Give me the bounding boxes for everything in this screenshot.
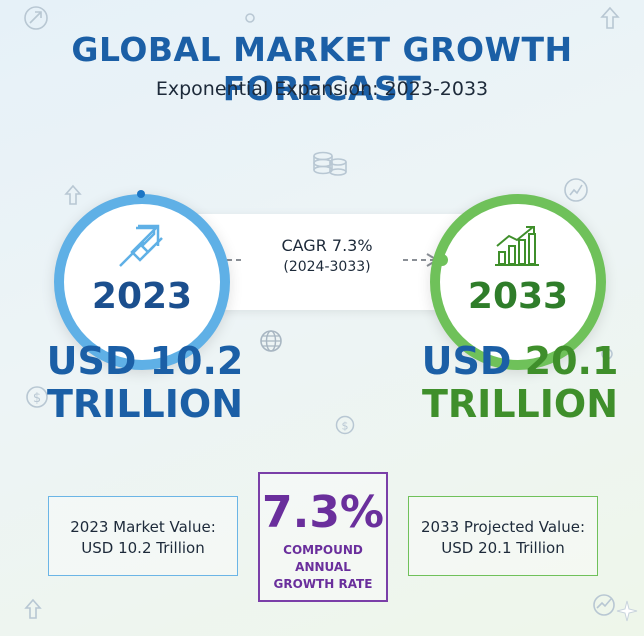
dollar-icon: $ [335, 415, 355, 435]
value-2023-amount: USD 10.2 [46, 339, 244, 383]
year-2033: 2033 [467, 276, 569, 317]
globe-growth-icon [593, 594, 615, 616]
timeline-dot [137, 190, 145, 198]
up-arrow-deco-icon-3 [24, 598, 42, 619]
card-2033-value: USD 20.1 Trillion [441, 539, 565, 557]
value-2033-unit: TRILLION [422, 381, 618, 426]
card-cagr-line2: GROWTH RATE [273, 577, 373, 591]
growth-circle-icon [24, 6, 48, 30]
svg-text:$: $ [342, 420, 349, 433]
arrow-up-icon [119, 224, 163, 267]
value-2033: USD 20.1 TRILLION [402, 340, 638, 425]
year-2023-circle: 2023 [54, 194, 230, 370]
cagr-period: (2024-3033) [283, 259, 371, 275]
timeline-dot-green [436, 254, 448, 266]
year-2023: 2023 [91, 276, 193, 317]
globe-icon [260, 330, 282, 352]
up-arrow-deco-icon [600, 6, 620, 29]
value-2023: USD 10.2 TRILLION [40, 340, 250, 425]
cagr-rate: CAGR 7.3% [281, 236, 373, 255]
growth-circle-icon-2 [564, 178, 588, 202]
page-title: GLOBAL MARKET GROWTH FORECAST [71, 30, 573, 108]
card-cagr-rate: 7.3% [261, 487, 385, 538]
sparkle-icon [616, 600, 638, 622]
value-2023-unit: TRILLION [47, 381, 243, 426]
card-2033-projected-value: 2033 Projected Value: USD 20.1 Trillion [408, 496, 598, 576]
card-2033-label: 2033 Projected Value: [420, 518, 586, 536]
up-arrow-deco-icon-2 [64, 184, 82, 205]
page-subtitle: Exponential Expansion: 2023-2033 [155, 78, 489, 100]
coin-stack-icon [313, 151, 347, 176]
card-2023-market-value: 2023 Market Value: USD 10.2 Trillion [48, 496, 238, 576]
card-cagr-line1: COMPOUND ANNUAL [283, 543, 363, 574]
card-2023-value: USD 10.2 Trillion [81, 539, 205, 557]
year-2033-circle: 2033 [430, 194, 606, 370]
card-2023-label: 2023 Market Value: [70, 518, 216, 536]
small-circle-icon [245, 13, 255, 23]
growth-chart-icon [495, 226, 539, 266]
value-2033-amount: 20.1 [524, 339, 619, 383]
small-circle-icon-2 [601, 348, 613, 360]
cagr-label: CAGR 7.3% (2024-3033) [242, 236, 412, 275]
card-cagr: 7.3% COMPOUND ANNUAL GROWTH RATE [258, 472, 388, 602]
value-2033-currency: USD [421, 339, 512, 383]
svg-text:$: $ [33, 391, 41, 406]
dollar-coin-icon: $ [26, 386, 48, 408]
